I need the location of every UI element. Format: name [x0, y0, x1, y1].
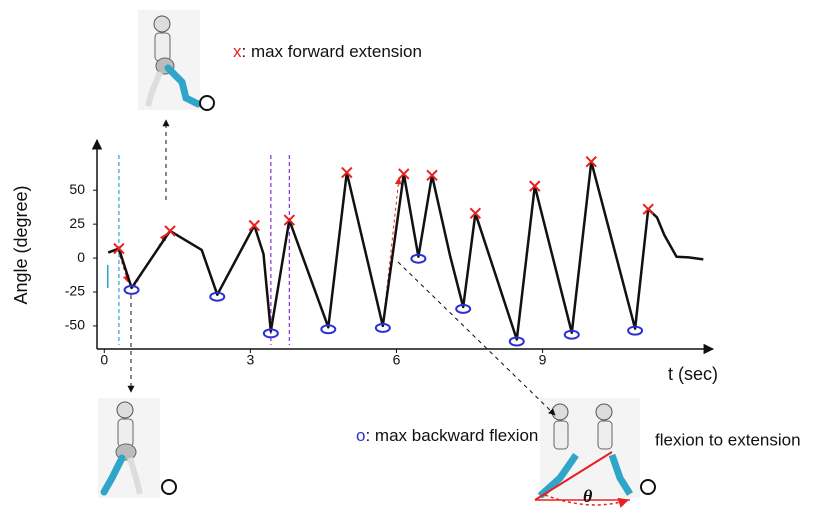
- y-tick-label: 50: [69, 181, 85, 197]
- marker-bar: [107, 265, 109, 288]
- x-tick-label: 3: [246, 352, 254, 368]
- x-axis-label: t (sec): [668, 364, 718, 384]
- y-tick-label: 25: [69, 215, 85, 231]
- legend-max-text: : max forward extension: [242, 42, 422, 61]
- figure-bottom-right: [535, 398, 655, 505]
- max-marker: [165, 226, 175, 236]
- figure-top: [138, 10, 214, 110]
- legend-min-text: : max backward flexion: [365, 426, 538, 445]
- y-axis-label: Angle (degree): [11, 185, 31, 304]
- x-tick-label: 6: [393, 352, 401, 368]
- chart: x: max forward extension o: max backward…: [0, 0, 840, 511]
- legend-min: o: max backward flexion: [356, 426, 538, 445]
- page: x: max forward extension o: max backward…: [0, 0, 840, 511]
- y-tick-label: -25: [65, 283, 85, 299]
- pointer-arrow: [398, 262, 555, 415]
- theta-label: θ: [583, 486, 593, 506]
- x-tick-label: 9: [539, 352, 547, 368]
- figure-bottom-left: [98, 398, 176, 498]
- angle-line: [108, 162, 703, 340]
- y-tick-label: -50: [65, 317, 85, 333]
- legend-min-symbol: o: [356, 426, 365, 445]
- x-tick-label: 0: [100, 352, 108, 368]
- legend-max: x: max forward extension: [233, 42, 422, 61]
- flexion-label: flexion to extension: [655, 430, 801, 449]
- y-tick-label: 0: [77, 249, 85, 265]
